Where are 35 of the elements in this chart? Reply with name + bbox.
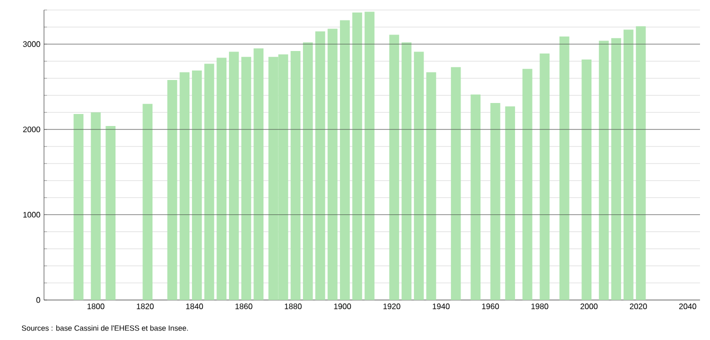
bar (290, 50, 300, 300)
bar (559, 36, 570, 300)
bar (241, 56, 252, 300)
bar (315, 31, 326, 300)
bar (636, 26, 646, 300)
bar (216, 58, 226, 300)
bar (74, 114, 84, 300)
bar (414, 52, 424, 300)
bar (180, 72, 190, 300)
bar (450, 67, 461, 300)
bar (352, 12, 362, 300)
bar (598, 40, 609, 300)
bar (426, 72, 436, 300)
bar (402, 42, 412, 300)
bar (302, 42, 313, 300)
bar (611, 38, 622, 300)
bar (364, 12, 374, 300)
bar (167, 80, 178, 300)
bar (192, 70, 202, 300)
bar (254, 48, 264, 300)
bar (389, 34, 400, 300)
bar (522, 68, 532, 300)
bar (505, 106, 516, 300)
bar (106, 126, 116, 300)
bar (90, 112, 101, 300)
bar (490, 102, 500, 300)
bar (624, 30, 634, 300)
bar (582, 59, 592, 300)
bar (540, 54, 550, 300)
bar (228, 52, 239, 300)
bar (340, 20, 350, 300)
bar (204, 64, 214, 300)
bar (142, 104, 153, 300)
bar (328, 28, 338, 300)
bar (470, 94, 481, 300)
